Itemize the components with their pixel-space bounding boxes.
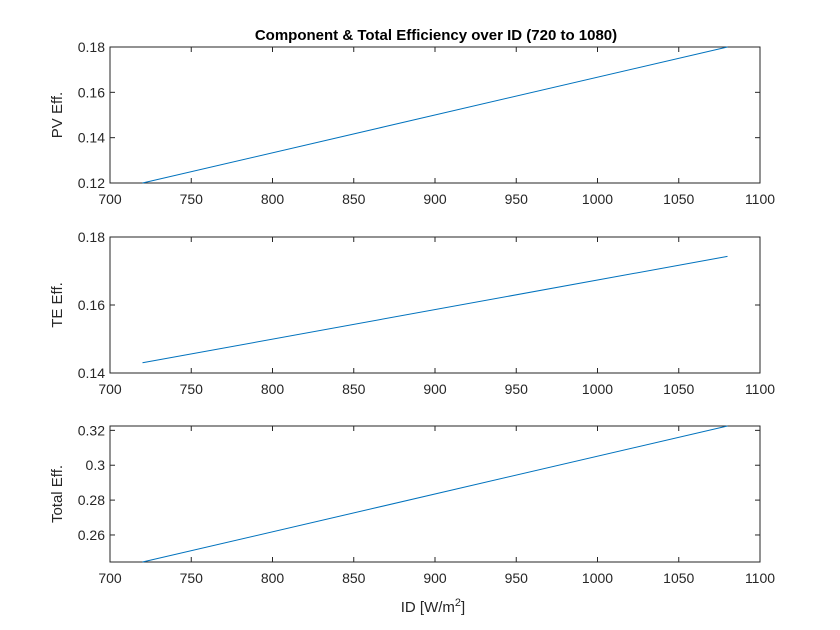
subplot-1-y-axis-label: PV Eff.	[49, 92, 66, 138]
subplot-3-y-tick-label-2: 0.3	[86, 457, 106, 473]
subplots: 700 750 800 850 900 950 1000 1050 1100 0.12 0.14 0.…	[49, 39, 775, 586]
subplot-3-y-tick-label-1: 0.28	[78, 492, 105, 508]
subplot-2-y-tick-label-1: 0.16	[78, 297, 105, 313]
subplot-3-x-tick-label-0: 700	[98, 570, 122, 586]
subplot-2-y-tick-label-2: 0.18	[78, 229, 105, 245]
subplot-2-x-tick-label-1: 750	[180, 381, 204, 397]
subplot-1-y-tick-label-1: 0.14	[78, 130, 105, 146]
subplot-3-x-tick-label-4: 900	[423, 570, 447, 586]
subplot-3-y-axis-label: Total Eff.	[49, 465, 66, 523]
subplot-2-x-tick-label-2: 800	[261, 381, 285, 397]
subplot-3-x-tick-label-5: 950	[505, 570, 529, 586]
subplot-3-x-tick-label-1: 750	[180, 570, 204, 586]
subplot-1-x-tick-label-3: 850	[342, 191, 366, 207]
subplot-1-x-tick-label-0: 700	[98, 191, 122, 207]
chart-title: Component & Total Efficiency over ID (72…	[255, 27, 617, 44]
subplot-1-x-tick-label-8: 1100	[745, 191, 775, 207]
subplot-2-x-tick-label-0: 700	[98, 381, 122, 397]
subplot-2-y-axis-label: TE Eff.	[49, 282, 66, 328]
subplot-1-x-tick-label-7: 1050	[663, 191, 694, 207]
subplot-2-series-line-1	[142, 255, 728, 364]
x-axis-label: ID [W/m2]	[401, 597, 465, 616]
subplot-3-series-line-1	[142, 425, 728, 563]
subplot-1-x-tick-label-1: 750	[180, 191, 204, 207]
subplot-2-x-tick-label-4: 900	[423, 381, 447, 397]
subplot-3-y-tick-label-3: 0.32	[78, 422, 105, 438]
subplot-2-x-tick-label-8: 1100	[745, 381, 775, 397]
subplot-3-x-tick-label-3: 850	[342, 570, 366, 586]
subplot-3-x-tick-label-6: 1000	[582, 570, 613, 586]
subplot-3-x-tick-label-2: 800	[261, 570, 285, 586]
subplot-1-x-tick-label-4: 900	[423, 191, 447, 207]
subplot-1-y-tick-label-3: 0.18	[78, 39, 105, 55]
subplot-2-axes-box	[109, 236, 761, 374]
subplot-2-x-tick-label-5: 950	[505, 381, 529, 397]
x-axis-label-superscript: 2	[455, 597, 461, 609]
subplot-3-x-tick-label-7: 1050	[663, 570, 694, 586]
subplot-1-x-tick-label-6: 1000	[582, 191, 613, 207]
subplot-1-x-tick-label-5: 950	[505, 191, 529, 207]
subplot-1-y-tick-label-0: 0.12	[78, 175, 105, 191]
subplot-3-x-tick-label-8: 1100	[745, 570, 775, 586]
subplot-1-series-line-1	[142, 46, 728, 184]
x-axis-label-main: ID [W/m	[401, 599, 455, 616]
subplot-2-x-tick-label-7: 1050	[663, 381, 694, 397]
subplot-1-x-tick-label-2: 800	[261, 191, 285, 207]
subplot-2-y-tick-label-0: 0.14	[78, 365, 105, 381]
subplot-2-x-tick-label-6: 1000	[582, 381, 613, 397]
subplot-2-x-tick-label-3: 850	[342, 381, 366, 397]
subplot-3-y-tick-label-0: 0.26	[78, 527, 105, 543]
subplot-1-y-tick-label-2: 0.16	[78, 84, 105, 100]
x-axis-label-suffix: ]	[461, 599, 465, 616]
